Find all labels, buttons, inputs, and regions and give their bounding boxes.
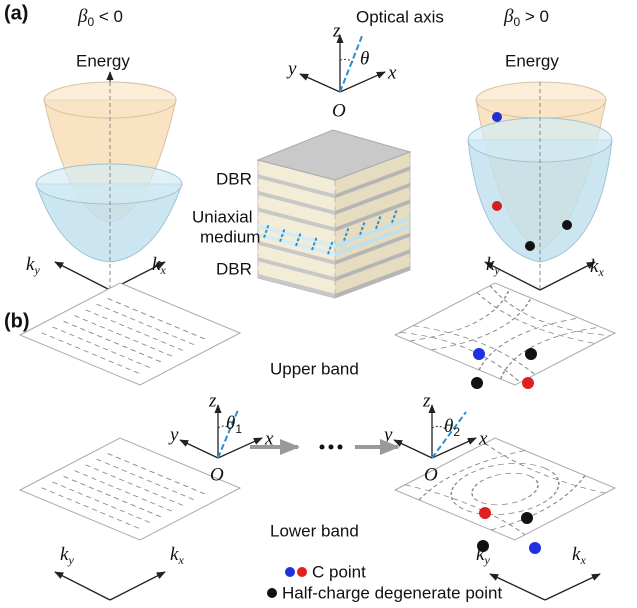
- dbr-label: DBR: [216, 169, 252, 188]
- z-label: z: [208, 390, 217, 411]
- degenerate-point: [521, 512, 533, 524]
- dbr-stack: [258, 130, 410, 298]
- x-label: x: [387, 62, 397, 83]
- dbr-label: DBR: [216, 259, 252, 278]
- c-point: [492, 201, 502, 211]
- ky-label: ky: [26, 254, 40, 276]
- kx-label: kx: [590, 256, 604, 278]
- energy-label: Energy: [505, 51, 559, 70]
- c-point: [522, 377, 534, 389]
- degenerate-point: [525, 241, 535, 251]
- band-square: [20, 283, 240, 385]
- figure: (a) (b) β0 < 0 Energy ky kx β0 > 0 Energ…: [0, 0, 637, 608]
- origin-label: O: [210, 464, 224, 485]
- kx-label: kx: [152, 254, 166, 276]
- c-point: [473, 348, 485, 360]
- energy-label: Energy: [76, 51, 130, 70]
- legend-label: Half-charge degenerate point: [282, 583, 502, 602]
- c-point: [529, 542, 541, 554]
- y-label: y: [382, 424, 393, 445]
- band-label: Upper band: [270, 359, 359, 378]
- medium-label: medium: [200, 227, 260, 246]
- panel-label: (b): [4, 310, 30, 332]
- transition-arrow: [250, 445, 398, 450]
- c-point: [492, 112, 502, 122]
- theta-label: θ2: [444, 416, 460, 439]
- y-label: y: [286, 58, 297, 79]
- z-label: z: [332, 20, 341, 41]
- c-point: [479, 507, 491, 519]
- axis-title: Optical axis: [356, 7, 444, 26]
- kx-label: kx: [572, 544, 586, 566]
- y-label: y: [168, 424, 179, 445]
- left-paraboloid: β0 < 0 Energy ky kx: [26, 6, 182, 290]
- z-label: z: [422, 390, 431, 411]
- right-paraboloid: β0 > 0 Energy ky kx: [468, 6, 612, 290]
- origin-label: O: [424, 464, 438, 485]
- axes-a: z Optical axis y x θ O: [286, 7, 444, 121]
- theta-label: θ1: [226, 413, 242, 436]
- kx-label: kx: [170, 544, 184, 566]
- band-label: Lower band: [270, 521, 359, 540]
- theta-label: θ: [360, 48, 369, 69]
- x-label: x: [478, 428, 488, 449]
- ky-label: ky: [60, 544, 74, 566]
- band-square: [395, 438, 615, 540]
- degenerate-point: [562, 220, 572, 230]
- degenerate-point: [525, 348, 537, 360]
- legend-label: C point: [312, 562, 366, 581]
- medium-label: Uniaxial: [192, 207, 252, 226]
- ky-label: ky: [486, 254, 500, 276]
- legend: C point Half-charge degenerate point: [267, 562, 502, 602]
- panel-label: (a): [4, 2, 28, 24]
- origin-label: O: [332, 100, 346, 121]
- beta-label: β0 < 0: [77, 6, 123, 29]
- beta-label: β0 > 0: [503, 6, 549, 29]
- degenerate-point: [471, 377, 483, 389]
- band-square: [395, 283, 615, 385]
